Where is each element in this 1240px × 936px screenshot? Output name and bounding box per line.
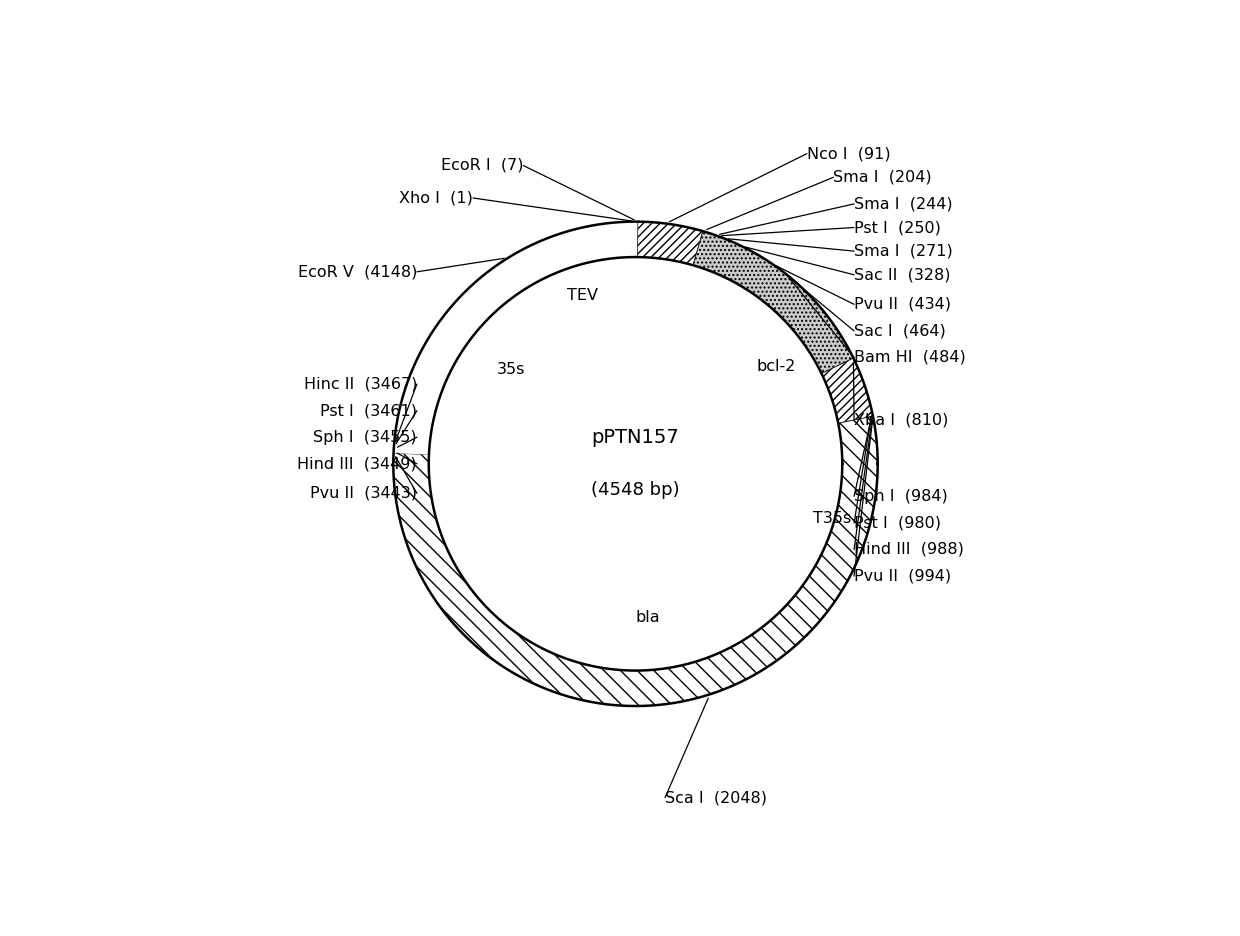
Text: Pvu II  (3443): Pvu II (3443) [310,486,417,501]
Text: Pst I  (250): Pst I (250) [854,220,941,235]
Text: bla: bla [635,610,660,625]
Text: Hind III  (3449): Hind III (3449) [298,457,417,472]
Polygon shape [822,358,873,423]
Polygon shape [393,257,527,455]
Polygon shape [637,222,703,265]
Text: Sca I  (2048): Sca I (2048) [665,790,768,805]
Text: Xba I  (810): Xba I (810) [854,412,949,427]
Polygon shape [393,222,878,706]
Text: EcoR I  (7): EcoR I (7) [440,158,523,173]
Text: pPTN157: pPTN157 [591,428,680,446]
Text: Pst I  (3461): Pst I (3461) [320,403,417,418]
Text: bcl-2: bcl-2 [756,358,796,373]
Text: Sma I  (271): Sma I (271) [854,243,952,258]
Text: Sph I  (3455): Sph I (3455) [314,430,417,445]
Text: Nco I  (91): Nco I (91) [807,146,890,161]
Polygon shape [693,231,853,373]
Text: Sac II  (328): Sac II (328) [854,268,951,283]
Text: Sac I  (464): Sac I (464) [854,324,946,339]
Text: (4548 bp): (4548 bp) [591,481,680,500]
Text: T35s: T35s [812,511,851,526]
Text: Pvu II  (434): Pvu II (434) [854,297,951,312]
Text: TEV: TEV [567,288,598,303]
Text: 35s: 35s [497,362,526,377]
Text: Hind III  (988): Hind III (988) [854,542,963,557]
Text: Sph I  (984): Sph I (984) [854,489,947,504]
Text: Pvu II  (994): Pvu II (994) [854,568,951,583]
Text: Sma I  (204): Sma I (204) [833,169,932,184]
Text: Hinc II  (3467): Hinc II (3467) [304,376,417,391]
Text: EcoR V  (4148): EcoR V (4148) [298,264,417,279]
Text: Xho I  (1): Xho I (1) [399,191,472,206]
Text: Bam HI  (484): Bam HI (484) [854,350,966,365]
Polygon shape [393,417,878,706]
Text: Pst I  (980): Pst I (980) [854,516,941,531]
Text: Sma I  (244): Sma I (244) [854,197,952,212]
